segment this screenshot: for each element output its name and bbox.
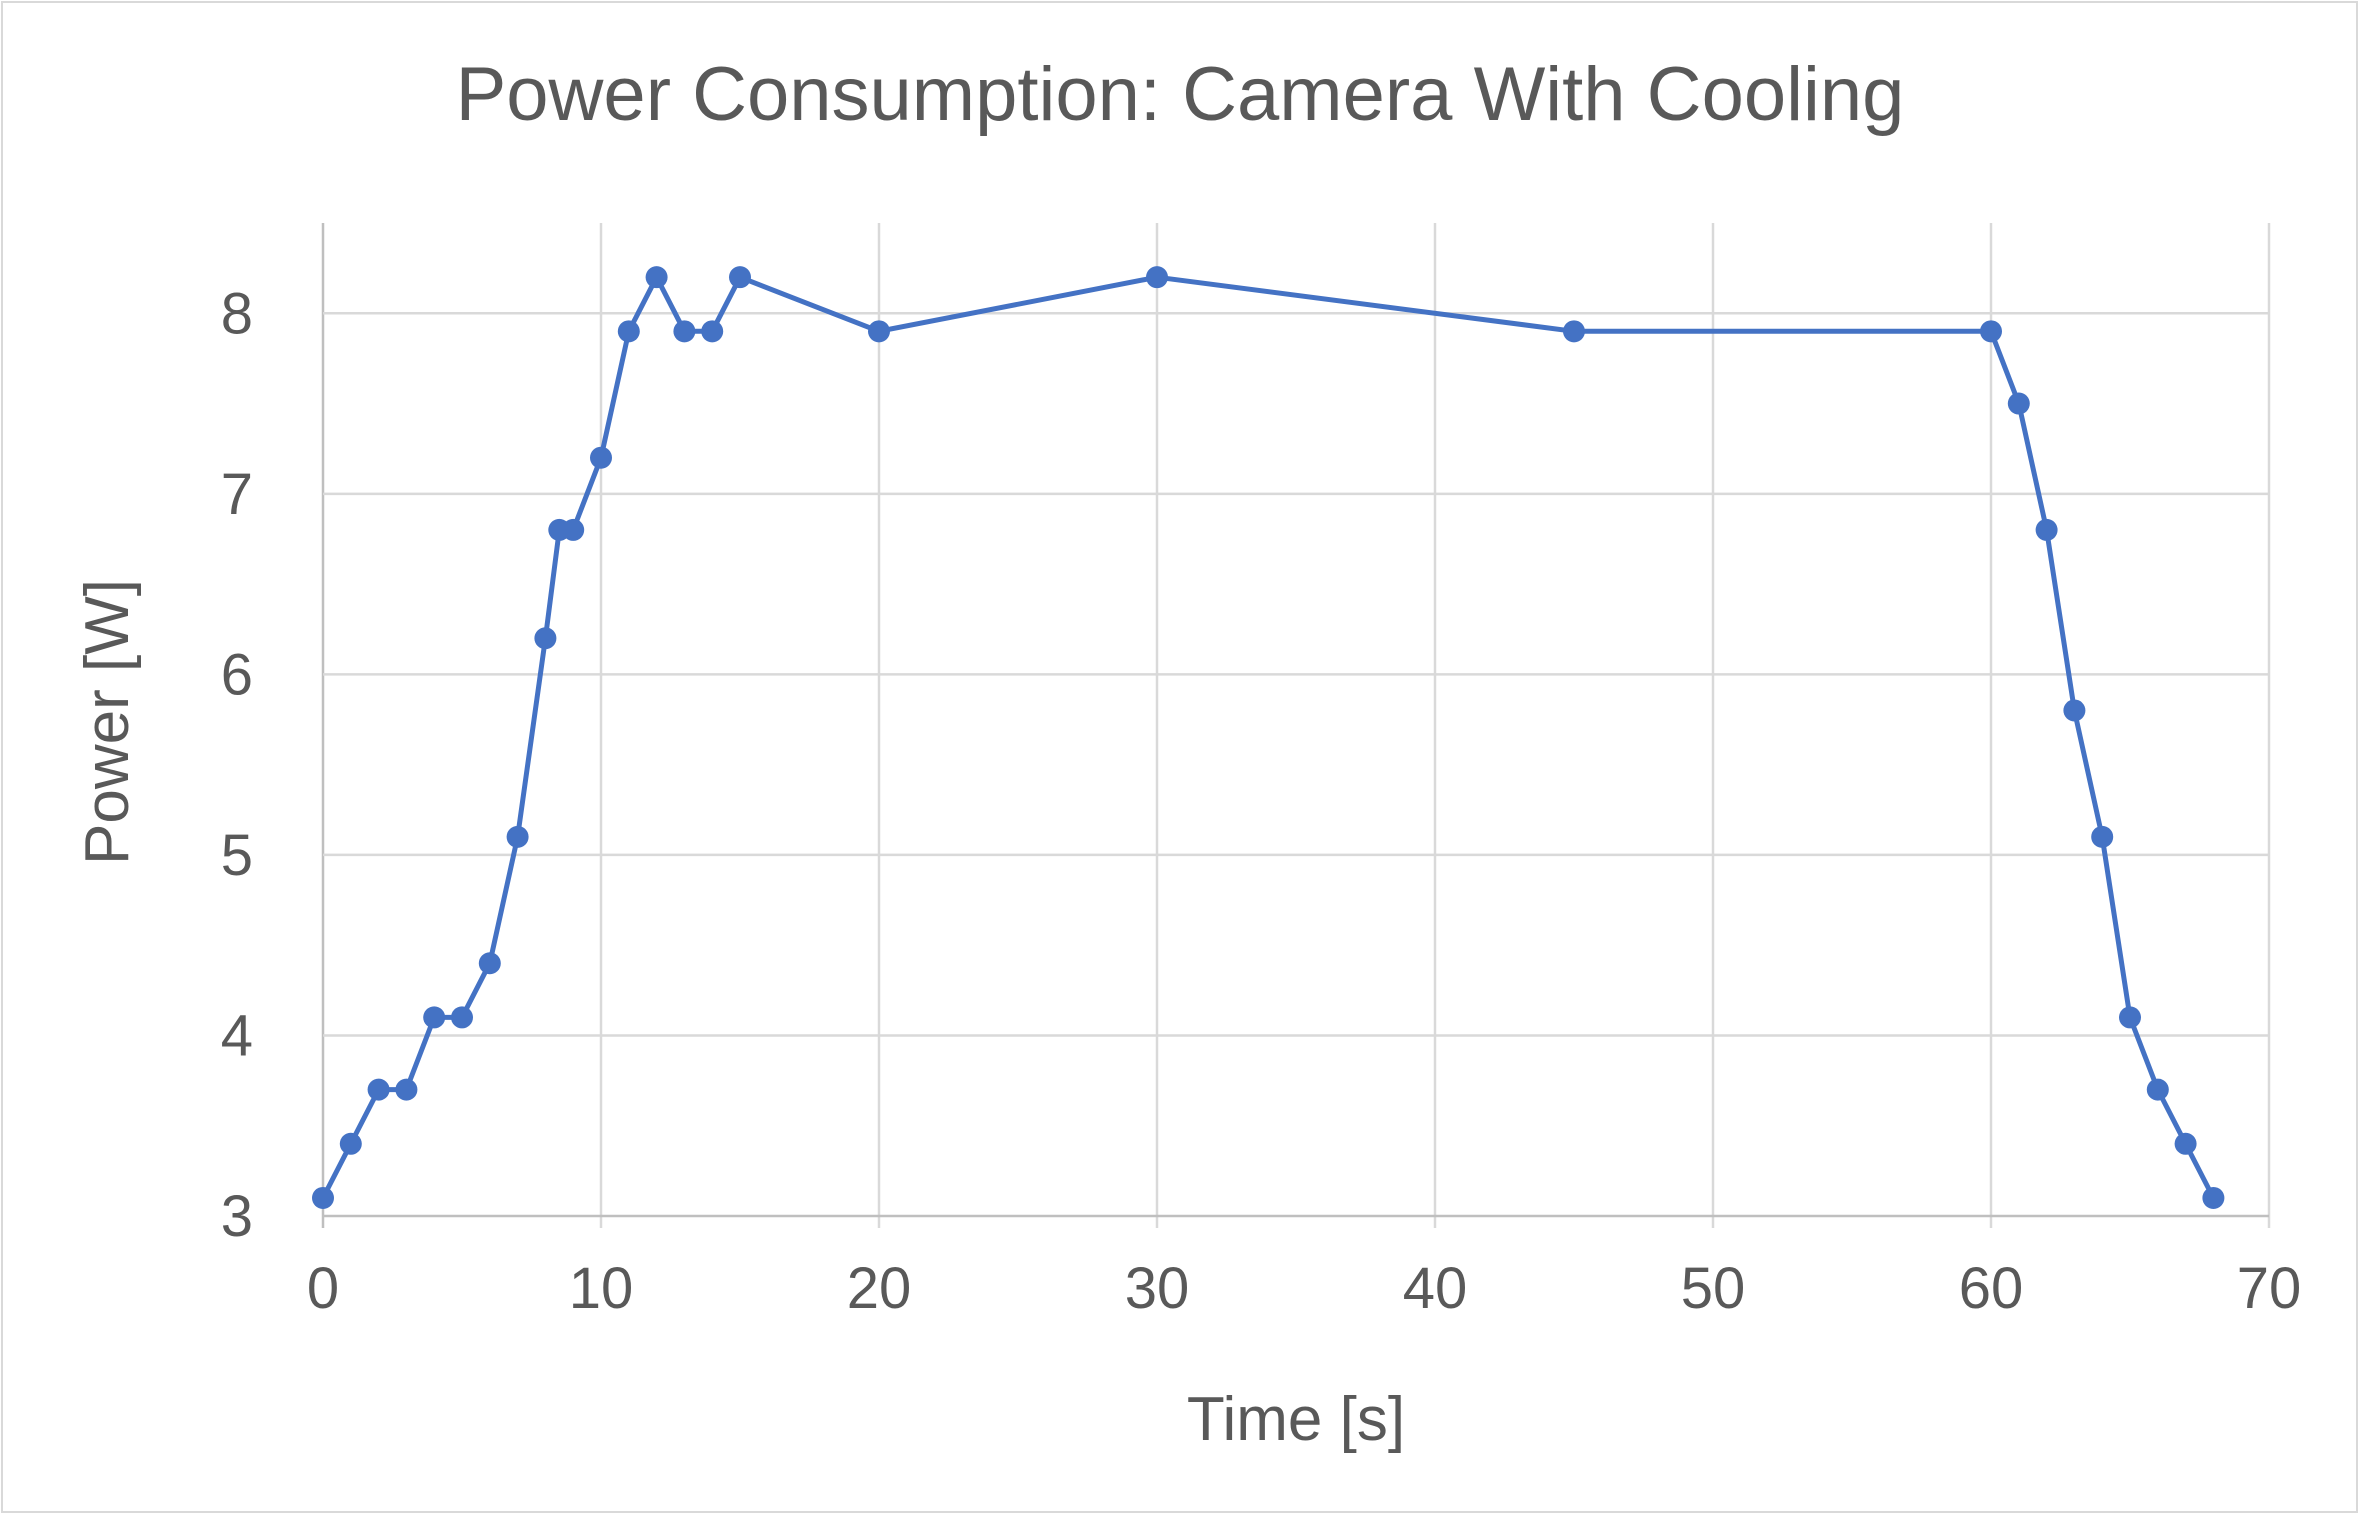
y-axis-title: Power [W]: [73, 579, 142, 865]
data-point: [478, 952, 501, 975]
x-tick-label: 30: [1125, 1256, 1190, 1321]
y-tick-label: 3: [221, 1184, 253, 1249]
data-point: [2091, 825, 2114, 848]
x-axis-title: Time [s]: [1187, 1385, 1405, 1454]
vertical-grid-lines: [321, 223, 2271, 1228]
chart-title: Power Consumption: Camera With Cooling: [456, 52, 1905, 137]
data-point: [2063, 699, 2086, 722]
y-axis-tick-labels: 3 4 5 6 7 8: [221, 281, 253, 1249]
data-point: [367, 1078, 390, 1101]
x-tick-label: 10: [569, 1256, 634, 1321]
data-point: [673, 320, 696, 343]
data-point: [506, 825, 529, 848]
data-point: [1563, 320, 1585, 343]
x-tick-label: 70: [2237, 1256, 2302, 1321]
horizontal-grid-lines: [323, 312, 2269, 1037]
data-point: [1980, 320, 2002, 343]
x-tick-label: 60: [1959, 1256, 2024, 1321]
x-axis-tick-labels: 0 10 20 30 40 50 60 70: [307, 1256, 2301, 1321]
x-tick-label: 50: [1681, 1256, 1746, 1321]
data-point: [339, 1132, 362, 1155]
data-point: [729, 266, 751, 289]
data-point: [2119, 1006, 2141, 1029]
series-line: [320, 274, 2216, 1201]
data-point: [2202, 1186, 2225, 1209]
x-tick-label: 40: [1403, 1256, 1468, 1321]
data-point: [2007, 392, 2030, 415]
data-point: [312, 1186, 334, 1209]
data-point: [395, 1078, 418, 1101]
y-tick-label: 7: [221, 462, 253, 527]
data-point: [562, 518, 585, 541]
data-point: [868, 320, 890, 343]
series-power: [312, 266, 2225, 1209]
x-tick-label: 0: [307, 1256, 339, 1321]
data-point: [2146, 1078, 2169, 1101]
data-point: [2035, 518, 2058, 541]
data-point: [1146, 266, 1168, 289]
data-point: [645, 266, 668, 289]
data-point: [2174, 1132, 2197, 1155]
data-point: [423, 1006, 446, 1029]
x-tick-label: 20: [847, 1256, 912, 1321]
data-point: [451, 1006, 473, 1029]
y-tick-label: 6: [221, 642, 253, 707]
data-point: [617, 320, 640, 343]
y-tick-label: 4: [221, 1003, 253, 1068]
y-tick-label: 8: [221, 281, 253, 346]
data-point: [534, 627, 557, 650]
y-tick-label: 5: [221, 823, 253, 888]
data-point: [701, 320, 724, 343]
data-point: [590, 446, 612, 469]
